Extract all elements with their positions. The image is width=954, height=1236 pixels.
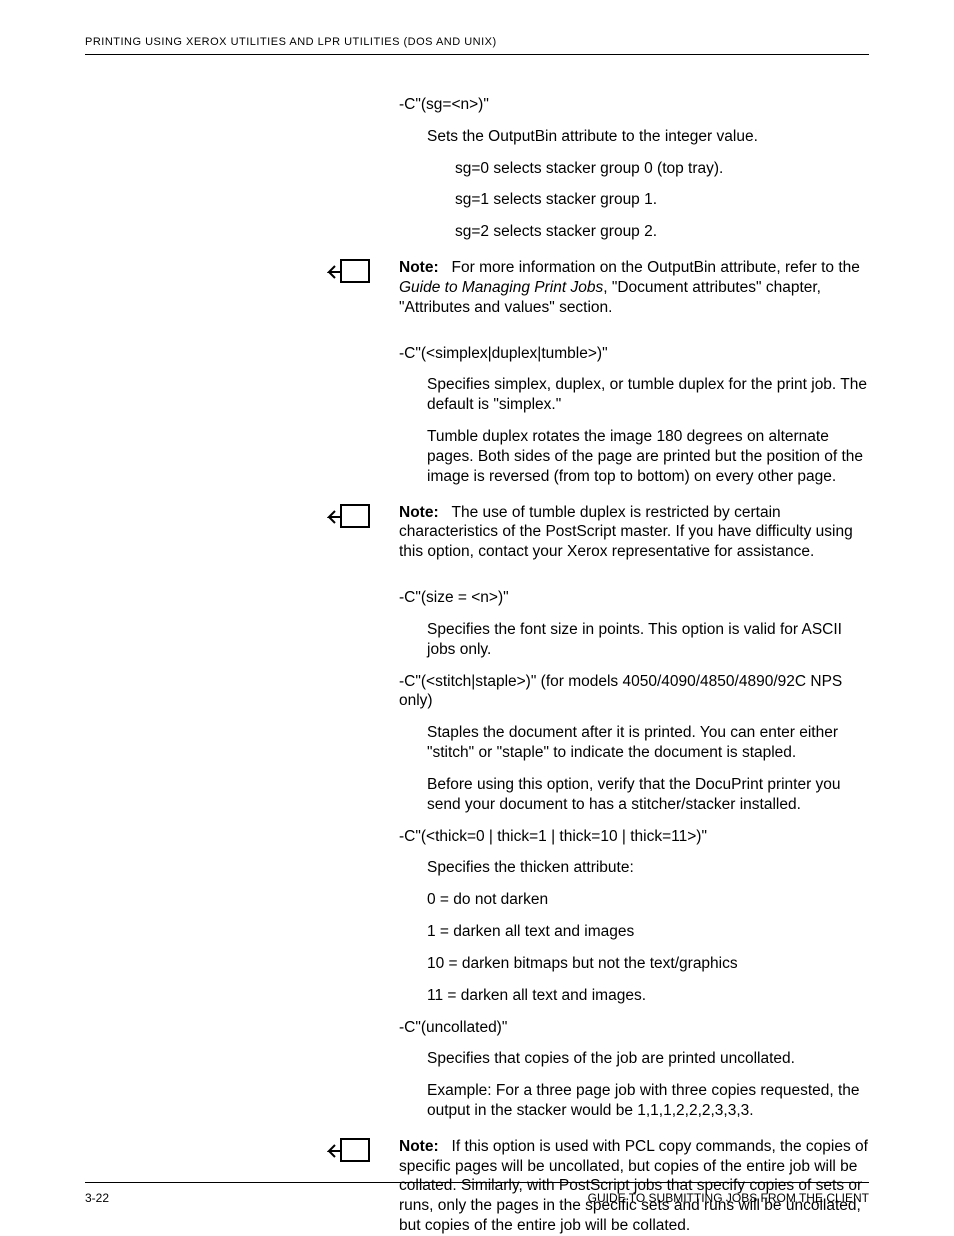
- cmd-duplex: -C"(<simplex|duplex|tumble>)": [399, 344, 869, 364]
- size-p1: Specifies the font size in points. This …: [427, 620, 869, 660]
- stitch-p1: Staples the document after it is printed…: [427, 723, 869, 763]
- running-header: PRINTING USING XEROX UTILITIES AND LPR U…: [85, 36, 869, 55]
- note-label: Note:: [399, 1138, 439, 1155]
- desc-sg: Sets the OutputBin attribute to the inte…: [427, 127, 869, 147]
- note1-italic: Guide to Managing Print Jobs: [399, 279, 603, 296]
- note2-text: The use of tumble duplex is restricted b…: [399, 504, 853, 561]
- sg-item-1: sg=1 selects stacker group 1.: [455, 190, 869, 210]
- footer-title: GUIDE TO SUBMITTING JOBS FROM THE CLIENT: [588, 1191, 869, 1205]
- note1-pre: For more information on the OutputBin at…: [452, 259, 860, 276]
- sg-item-2: sg=2 selects stacker group 2.: [455, 222, 869, 242]
- note-icon: [327, 503, 371, 545]
- cmd-sg: -C"(sg=<n>)": [399, 95, 869, 115]
- uncollated-p1: Specifies that copies of the job are pri…: [427, 1049, 869, 1069]
- body-content: -C"(sg=<n>)" Sets the OutputBin attribut…: [399, 95, 869, 1236]
- thick-item-0: 0 = do not darken: [427, 890, 869, 910]
- cmd-size: -C"(size = <n>)": [399, 588, 869, 608]
- uncollated-p2: Example: For a three page job with three…: [427, 1081, 869, 1121]
- cmd-thick: -C"(<thick=0 | thick=1 | thick=10 | thic…: [399, 827, 869, 847]
- note-label: Note:: [399, 259, 439, 276]
- cmd-uncollated: -C"(uncollated)": [399, 1018, 869, 1038]
- duplex-p2: Tumble duplex rotates the image 180 degr…: [427, 427, 869, 486]
- note-outputbin: Note: For more information on the Output…: [399, 258, 869, 317]
- note-icon: [327, 258, 371, 300]
- page-footer: 3-22 GUIDE TO SUBMITTING JOBS FROM THE C…: [85, 1182, 869, 1205]
- note-icon: [327, 1137, 371, 1179]
- duplex-p1: Specifies simplex, duplex, or tumble dup…: [427, 375, 869, 415]
- cmd-stitch: -C"(<stitch|staple>)" (for models 4050/4…: [399, 672, 869, 712]
- thick-item-1: 1 = darken all text and images: [427, 922, 869, 942]
- sg-item-0: sg=0 selects stacker group 0 (top tray).: [455, 159, 869, 179]
- note-tumble: Note: The use of tumble duplex is restri…: [399, 503, 869, 562]
- stitch-p2: Before using this option, verify that th…: [427, 775, 869, 815]
- thick-p1: Specifies the thicken attribute:: [427, 858, 869, 878]
- page-number: 3-22: [85, 1191, 109, 1205]
- note-label: Note:: [399, 504, 439, 521]
- thick-item-2: 10 = darken bitmaps but not the text/gra…: [427, 954, 869, 974]
- thick-item-3: 11 = darken all text and images.: [427, 986, 869, 1006]
